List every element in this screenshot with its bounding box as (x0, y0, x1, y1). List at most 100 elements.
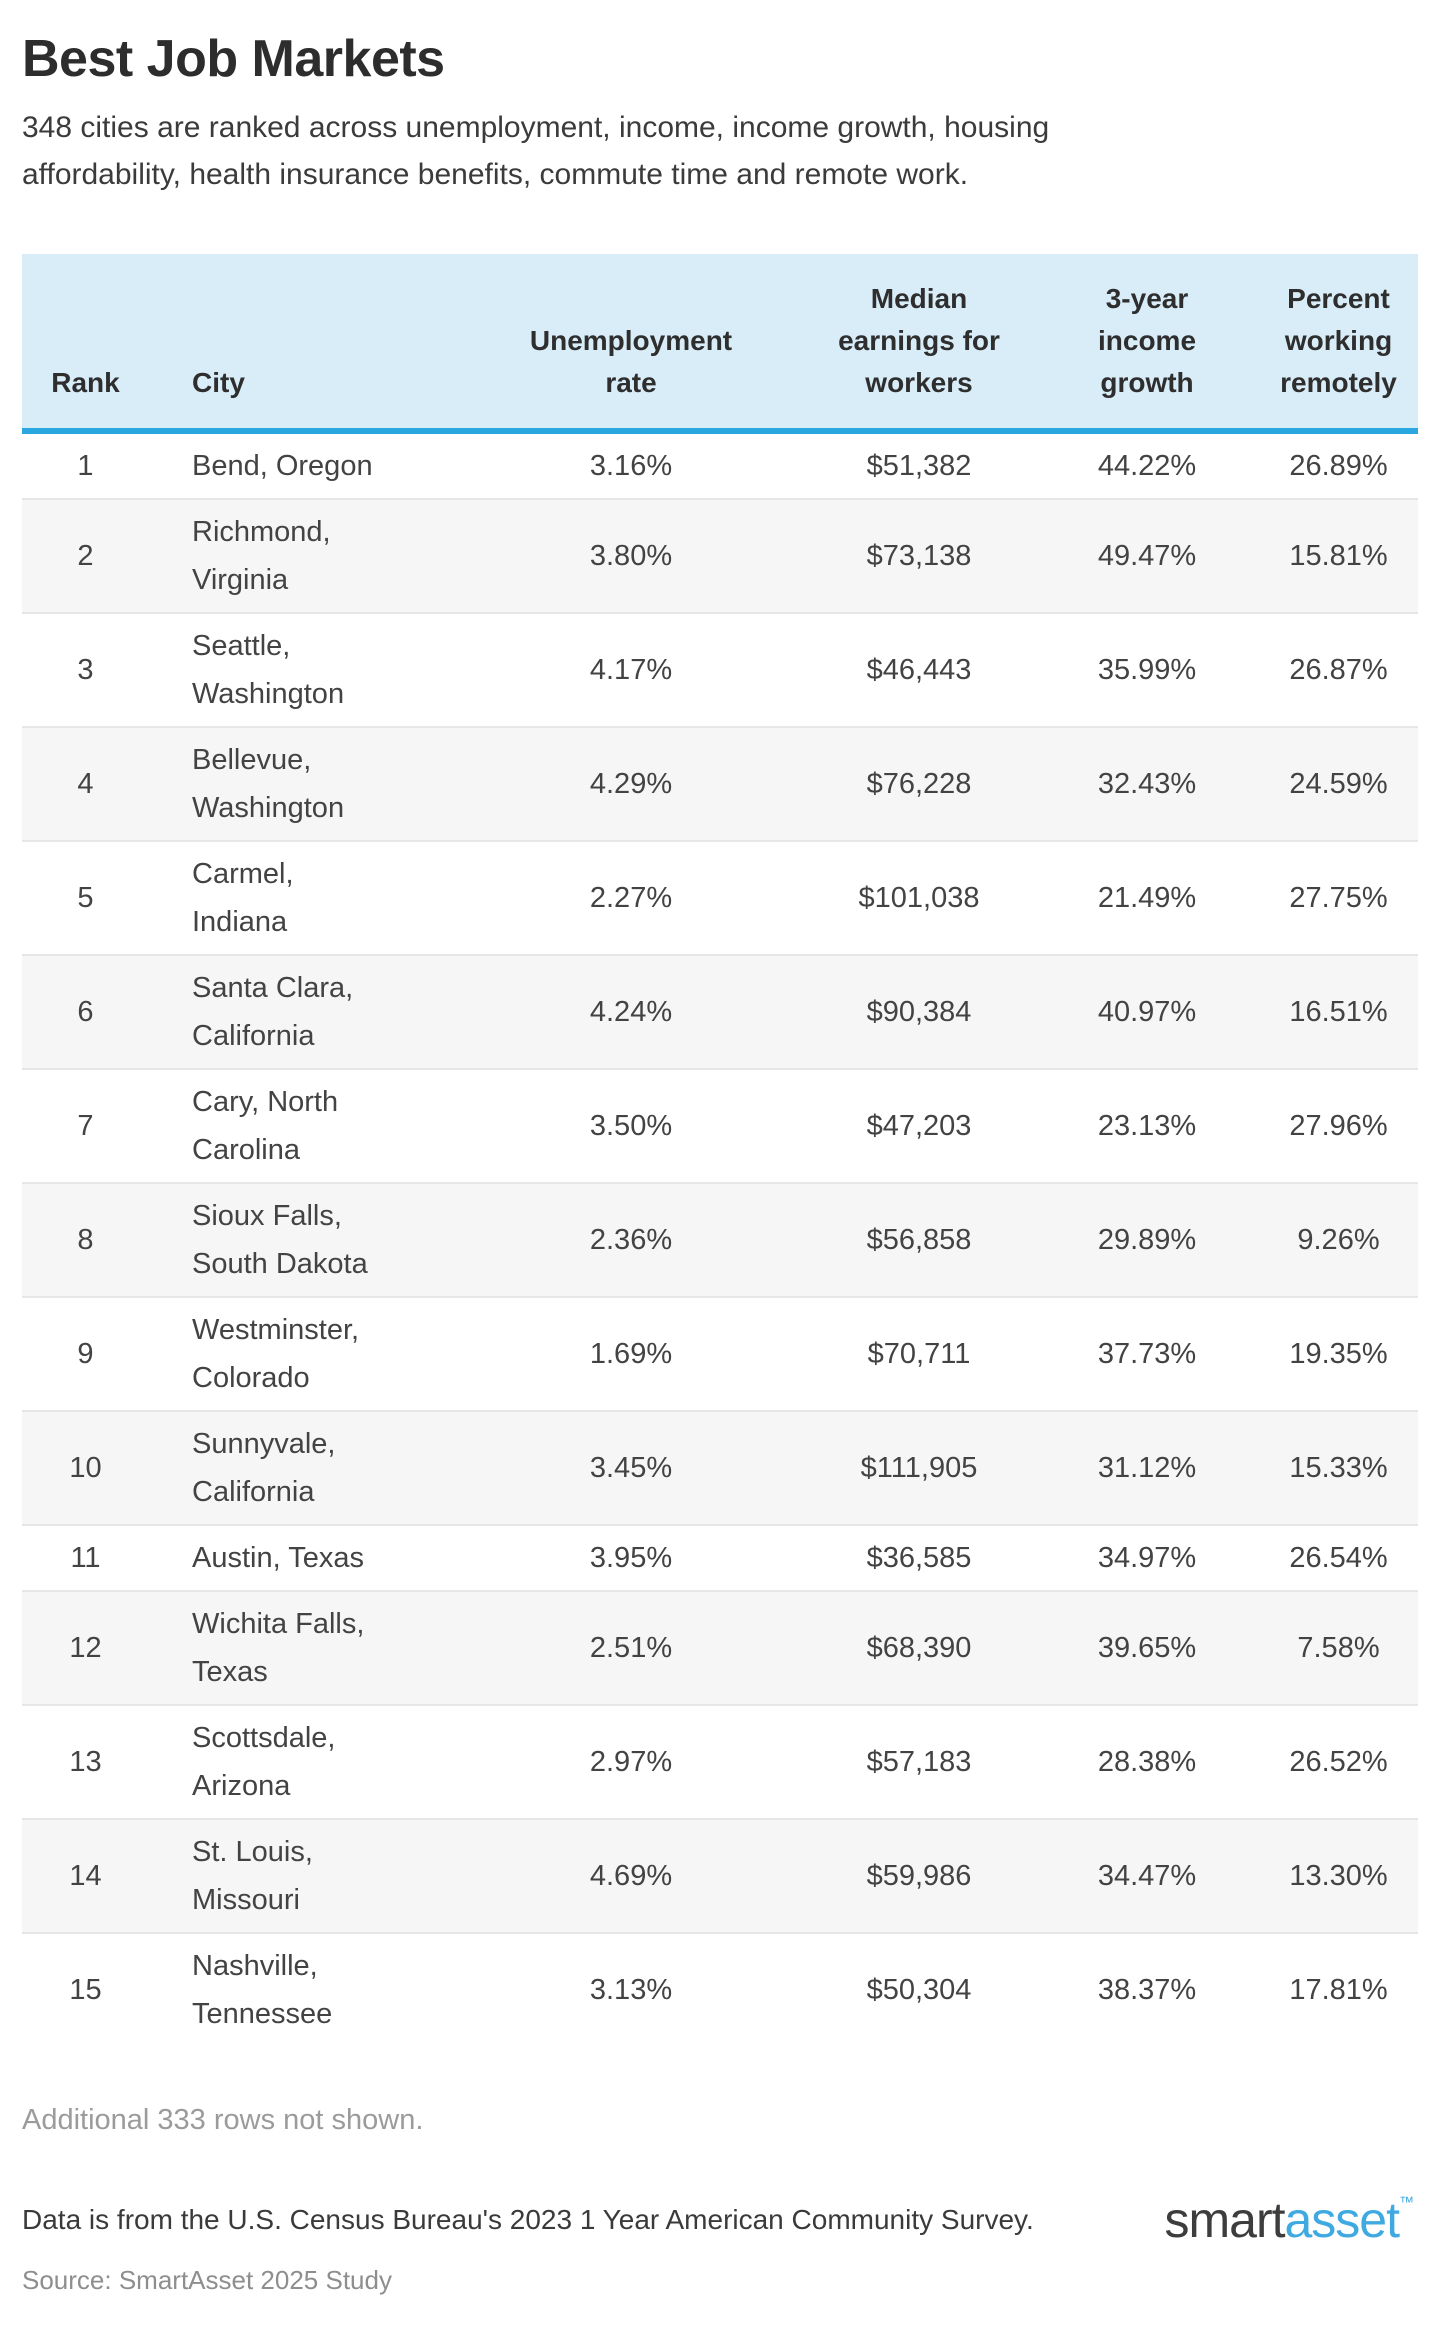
growth-cell: 31.12% (1035, 1410, 1259, 1527)
growth-cell: 32.43% (1035, 726, 1259, 843)
remote-cell: 7.58% (1259, 1590, 1418, 1707)
city-cell: Sunnyvale, California (149, 1410, 459, 1527)
remote-cell: 15.81% (1259, 498, 1418, 615)
logo-asset: asset (1284, 2192, 1400, 2249)
earnings-cell: $47,203 (866, 1110, 972, 1143)
city-cell: Bellevue, Washington (149, 726, 459, 843)
growth-cell: 23.13% (1097, 1110, 1197, 1143)
footer: Data is from the U.S. Census Bureau's 20… (22, 2195, 1418, 2245)
table-row: 9 Westminster, Colorado 1.69% $70,711 37.73%… (22, 1297, 1418, 1411)
unemployment-cell: 3.16% (589, 450, 673, 483)
city-cell: Scottsdale, Arizona (192, 1722, 336, 1803)
growth-cell: 39.65% (1035, 1590, 1259, 1707)
earnings-cell: $51,382 (866, 450, 972, 483)
remote-cell: 9.26% (1259, 1182, 1418, 1299)
unemployment-cell: 3.50% (589, 1110, 673, 1143)
unemployment-cell: 2.51% (459, 1590, 803, 1707)
rank-cell: 5 (77, 882, 94, 915)
page-subtitle: 348 cities are ranked across unemploymen… (22, 111, 1050, 192)
unemployment-cell: 1.69% (589, 1338, 673, 1371)
smartasset-logo: smartasset™ (1164, 2195, 1418, 2245)
table-row: 8 Sioux Falls, South Dakota 2.36% $56,858 29… (22, 1182, 1418, 1299)
unemployment-cell: 2.27% (589, 882, 673, 915)
earnings-cell: $56,858 (803, 1182, 1035, 1299)
table-row: 10 Sunnyvale, California 3.45% $111,905 31.1… (22, 1410, 1418, 1527)
earnings-cell: $59,986 (803, 1818, 1035, 1935)
remote-cell: 26.52% (1289, 1746, 1388, 1779)
remote-cell: 19.35% (1289, 1338, 1388, 1371)
city-cell: Westminster, Colorado (192, 1314, 360, 1395)
earnings-cell: $68,390 (803, 1590, 1035, 1707)
unemployment-cell: 2.97% (589, 1746, 673, 1779)
trademark-icon: ™ (1399, 2194, 1414, 2212)
rank-cell: 2 (22, 498, 149, 615)
earnings-cell: $90,384 (803, 954, 1035, 1071)
remote-cell: 27.75% (1289, 882, 1388, 915)
city-cell: Richmond, Virginia (149, 498, 459, 615)
source-note: Source: SmartAsset 2025 Study (22, 2265, 392, 2296)
city-cell: Bend, Oregon (192, 450, 373, 483)
rank-cell: 1 (77, 450, 94, 483)
earnings-cell: $73,138 (803, 498, 1035, 615)
table-row: 15 Nashville, Tennessee 3.13% $50,304 38.37%… (22, 1933, 1418, 2046)
growth-cell: 34.97% (1097, 1542, 1197, 1575)
city-cell: Carmel, Indiana (192, 858, 294, 939)
remote-cell: 16.51% (1259, 954, 1418, 1071)
rank-cell: 12 (22, 1590, 149, 1707)
table-row: 11 Austin, Texas 3.95% $36,585 34.97% 26.54% (22, 1525, 1418, 1591)
table-row: 14 St. Louis, Missouri 4.69% $59,986 34.47% 1… (22, 1818, 1418, 1935)
truncation-note: Additional 333 rows not shown. (22, 2104, 424, 2137)
table-row: 2 Richmond, Virginia 3.80% $73,138 49.47% 15.… (22, 498, 1418, 615)
unemployment-cell: 3.95% (589, 1542, 673, 1575)
table-row: 3 Seattle, Washington 4.17% $46,443 35.99% 26… (22, 613, 1418, 727)
unemployment-cell: 4.29% (459, 726, 803, 843)
earnings-cell: $70,711 (867, 1338, 971, 1371)
growth-cell: 38.37% (1097, 1974, 1197, 2007)
unemployment-cell: 2.36% (459, 1182, 803, 1299)
rank-cell: 13 (69, 1746, 102, 1779)
rank-cell: 3 (77, 654, 94, 687)
table-row: 7 Cary, North Carolina 3.50% $47,203 23.13% 2… (22, 1069, 1418, 1183)
remote-cell: 27.96% (1289, 1110, 1388, 1143)
remote-cell: 15.33% (1259, 1410, 1418, 1527)
rank-cell: 6 (22, 954, 149, 1071)
col-header-unemployment: Unemployment rate (459, 254, 803, 435)
city-cell: St. Louis, Missouri (149, 1818, 459, 1935)
rank-cell: 11 (70, 1542, 101, 1575)
earnings-cell: $57,183 (866, 1746, 972, 1779)
earnings-cell: $101,038 (858, 882, 980, 915)
col-header-remote: Percent working remotely (1259, 254, 1418, 435)
rank-cell: 9 (77, 1338, 94, 1371)
unemployment-cell: 3.45% (459, 1410, 803, 1527)
col-header-city: City (149, 254, 459, 435)
remote-cell: 26.89% (1289, 450, 1388, 483)
remote-cell: 26.54% (1289, 1542, 1388, 1575)
growth-cell: 35.99% (1097, 654, 1197, 687)
remote-cell: 24.59% (1259, 726, 1418, 843)
growth-cell: 40.97% (1035, 954, 1259, 1071)
col-header-rank: Rank (22, 254, 149, 435)
page-title: Best Job Markets (22, 30, 445, 88)
table-row: 12 Wichita Falls, Texas 2.51% $68,390 39.65%… (22, 1590, 1418, 1707)
earnings-cell: $36,585 (866, 1542, 972, 1575)
remote-cell: 17.81% (1289, 1974, 1388, 2007)
growth-cell: 49.47% (1035, 498, 1259, 615)
city-cell: Santa Clara, California (149, 954, 459, 1071)
table-row: 6 Santa Clara, California 4.24% $90,384 40.9… (22, 954, 1418, 1071)
rank-cell: 8 (22, 1182, 149, 1299)
logo-smart: smart (1164, 2192, 1285, 2249)
city-cell: Sioux Falls, South Dakota (149, 1182, 459, 1299)
rank-cell: 10 (22, 1410, 149, 1527)
col-header-growth: 3-year income growth (1035, 254, 1259, 435)
table-row: 4 Bellevue, Washington 4.29% $76,228 32.43% 2… (22, 726, 1418, 843)
table-row: 13 Scottsdale, Arizona 2.97% $57,183 28.38% 2… (22, 1705, 1418, 1819)
table-header-row: Rank City Unemployment rate Median earni… (22, 254, 1418, 435)
city-cell: Cary, North Carolina (192, 1086, 339, 1167)
unemployment-cell: 4.17% (589, 654, 673, 687)
city-cell: Austin, Texas (192, 1542, 364, 1575)
growth-cell: 44.22% (1097, 450, 1197, 483)
unemployment-cell: 3.13% (589, 1974, 673, 2007)
city-cell: Nashville, Tennessee (192, 1950, 333, 2031)
rank-cell: 7 (77, 1110, 94, 1143)
rank-cell: 15 (69, 1974, 102, 2007)
